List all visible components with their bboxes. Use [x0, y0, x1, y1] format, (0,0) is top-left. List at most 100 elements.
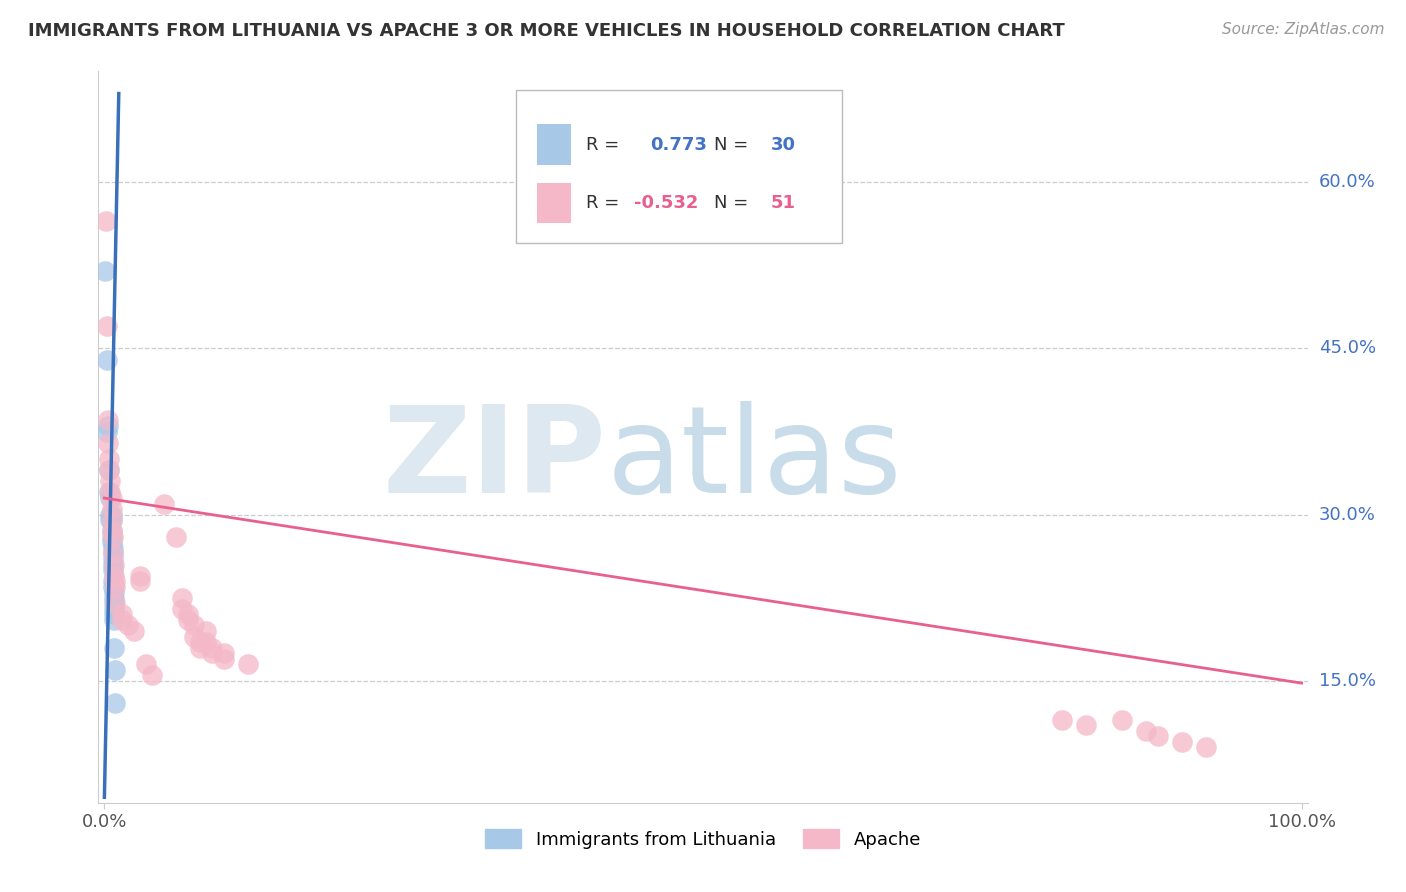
Point: [103, 568, 125, 582]
Point: [111, 607, 134, 622]
Point: [1074, 718, 1097, 732]
Text: 15.0%: 15.0%: [1319, 672, 1375, 690]
Point: [129, 568, 152, 582]
Point: [183, 630, 205, 644]
Text: -0.532: -0.532: [634, 194, 699, 212]
Point: [101, 580, 124, 594]
Point: [201, 640, 224, 655]
Point: [1050, 713, 1073, 727]
Point: [103, 640, 125, 655]
Point: [103, 558, 125, 572]
Text: R =: R =: [586, 136, 624, 153]
Point: [101, 552, 124, 566]
Point: [94, 264, 117, 278]
Point: [172, 602, 194, 616]
Point: [103, 613, 125, 627]
Point: [111, 613, 134, 627]
Point: [177, 613, 200, 627]
Point: [100, 485, 122, 500]
Point: [101, 574, 124, 589]
Point: [100, 535, 122, 549]
Point: [1147, 729, 1170, 743]
FancyBboxPatch shape: [516, 90, 842, 244]
Point: [188, 635, 211, 649]
Point: [98, 463, 121, 477]
Text: 45.0%: 45.0%: [1319, 340, 1376, 358]
Point: [165, 530, 187, 544]
Point: [101, 563, 124, 577]
Point: [172, 591, 194, 605]
Point: [129, 574, 152, 589]
Point: [1171, 735, 1194, 749]
Point: [104, 580, 127, 594]
Point: [100, 530, 122, 544]
Point: [100, 502, 122, 516]
Point: [195, 635, 218, 649]
Point: [104, 663, 127, 677]
Point: [1135, 723, 1157, 738]
Text: 30: 30: [770, 136, 796, 153]
Point: [195, 624, 218, 638]
Point: [101, 530, 124, 544]
Point: [117, 618, 139, 632]
Point: [100, 475, 122, 489]
Point: [104, 574, 127, 589]
Point: [212, 646, 235, 660]
Point: [100, 513, 122, 527]
Text: N =: N =: [714, 136, 754, 153]
Text: R =: R =: [586, 194, 624, 212]
Point: [94, 214, 117, 228]
Point: [101, 546, 124, 560]
Point: [104, 696, 127, 710]
Point: [100, 508, 122, 522]
Point: [124, 624, 146, 638]
Legend: Immigrants from Lithuania, Apache: Immigrants from Lithuania, Apache: [478, 822, 928, 856]
Point: [100, 524, 122, 539]
Point: [98, 463, 121, 477]
Point: [188, 640, 211, 655]
Point: [103, 602, 125, 616]
Point: [100, 513, 122, 527]
Bar: [537, 183, 571, 223]
Point: [103, 591, 125, 605]
Point: [100, 491, 122, 505]
Point: [97, 413, 120, 427]
Point: [201, 646, 224, 660]
Text: 60.0%: 60.0%: [1319, 173, 1375, 191]
Text: 30.0%: 30.0%: [1319, 506, 1375, 524]
Point: [141, 668, 163, 682]
Point: [104, 596, 127, 610]
Point: [101, 546, 124, 560]
Point: [153, 497, 176, 511]
Point: [100, 524, 122, 539]
Point: [177, 607, 200, 622]
Point: [98, 485, 121, 500]
Point: [101, 558, 124, 572]
Text: ZIP: ZIP: [382, 401, 606, 517]
Text: atlas: atlas: [606, 401, 901, 517]
Point: [103, 596, 125, 610]
Point: [183, 618, 205, 632]
Point: [1111, 713, 1133, 727]
Point: [212, 651, 235, 665]
Point: [100, 513, 122, 527]
Text: 51: 51: [770, 194, 796, 212]
Bar: [537, 124, 571, 165]
Text: 0.773: 0.773: [650, 136, 707, 153]
Text: IMMIGRANTS FROM LITHUANIA VS APACHE 3 OR MORE VEHICLES IN HOUSEHOLD CORRELATION : IMMIGRANTS FROM LITHUANIA VS APACHE 3 OR…: [28, 22, 1064, 40]
Point: [96, 425, 118, 439]
Point: [97, 419, 120, 434]
Point: [135, 657, 157, 672]
Text: N =: N =: [714, 194, 754, 212]
Point: [236, 657, 259, 672]
Text: Source: ZipAtlas.com: Source: ZipAtlas.com: [1222, 22, 1385, 37]
Point: [1195, 740, 1218, 755]
Point: [100, 491, 122, 505]
Point: [101, 541, 124, 555]
Point: [98, 452, 121, 467]
Point: [103, 585, 125, 599]
Point: [97, 435, 120, 450]
Point: [103, 607, 125, 622]
Point: [96, 352, 118, 367]
Point: [100, 508, 122, 522]
